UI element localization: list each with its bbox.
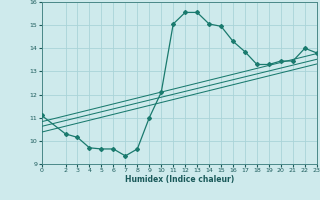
X-axis label: Humidex (Indice chaleur): Humidex (Indice chaleur) (124, 175, 234, 184)
